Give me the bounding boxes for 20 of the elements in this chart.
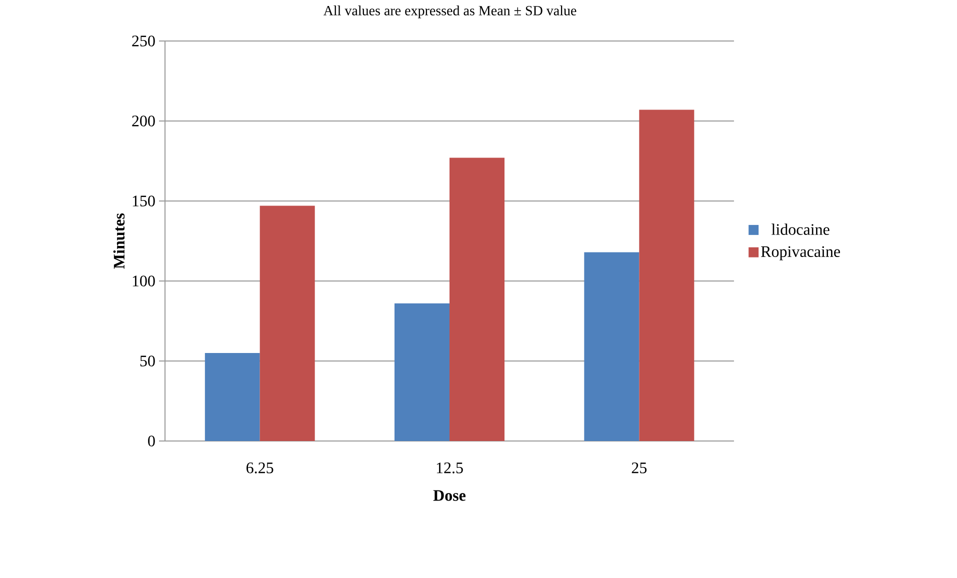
y-axis-title: Minutes [113,213,125,269]
x-tick-label: 12.5 [436,462,463,474]
legend-label: Ropivacaine [761,246,840,260]
chart-title: All values are expressed as Mean ± SD value [323,6,576,18]
x-tick-label: 6.25 [246,462,274,474]
y-tick-label: 250 [132,36,155,46]
x-tick-label: 25 [632,462,647,474]
bar [639,110,694,441]
y-tick-label: 200 [132,116,155,126]
legend-label: lidocaine [772,224,830,235]
bar [394,303,450,441]
bar [450,158,505,441]
bar [584,252,640,441]
x-axis-title: Dose [433,490,466,501]
y-tick-label: 100 [132,276,155,286]
y-tick-label: 50 [140,356,155,366]
y-tick-label: 150 [132,196,155,206]
bar [204,353,260,441]
y-tick-label: 0 [148,436,155,446]
bar [260,206,315,441]
